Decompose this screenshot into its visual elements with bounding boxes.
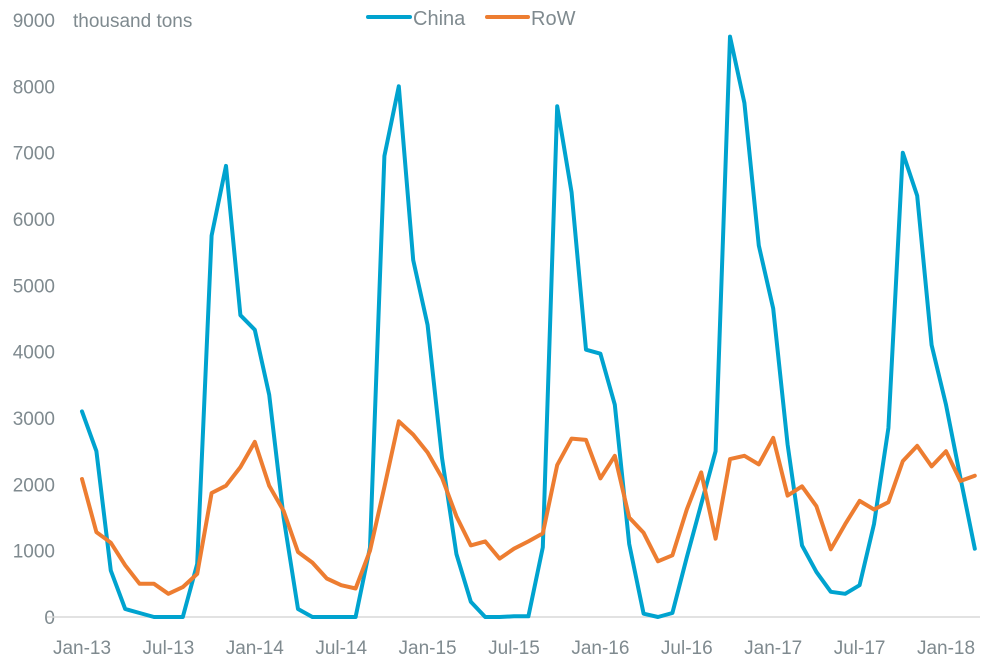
y-tick-label: 9000 [13,11,55,32]
x-tick-label: Jan-15 [399,638,457,659]
x-tick-label: Jan-18 [917,638,975,659]
x-tick-label: Jan-17 [744,638,802,659]
y-tick-label: 2000 [13,475,55,496]
x-tick-label: Jul-15 [488,638,540,659]
y-tick-label: 7000 [13,144,55,165]
y-tick-label: 0 [44,608,55,629]
x-tick-label: Jan-14 [226,638,285,659]
x-tick-label: Jul-17 [834,638,886,659]
x-tick-label: Jan-16 [571,638,629,659]
legend-label-china: China [413,8,466,30]
x-tick-label: Jan-13 [53,638,111,659]
series-lines [80,34,977,619]
y-tick-label: 3000 [13,409,55,430]
y-tick-label: 6000 [13,210,55,231]
legend-label-row: RoW [531,8,576,30]
x-tick-label: Jul-13 [143,638,195,659]
x-axis-ticks: Jan-13 Jul-13 Jan-14 Jul-14 Jan-15 Jul-15 Jan-… [53,638,975,659]
y-tick-label: 5000 [13,276,55,297]
y-axis-unit-label: thousand tons [73,11,192,32]
series-line-row [80,419,977,596]
y-axis-ticks: 0 1000 2000 3000 4000 5000 6000 7000 8000 9000 [13,11,55,629]
y-tick-label: 1000 [13,542,55,563]
legend: China RoW [366,8,576,30]
x-tick-label: Jul-16 [661,638,713,659]
y-tick-label: 4000 [13,343,55,364]
x-tick-label: Jul-14 [315,638,367,659]
y-tick-label: 8000 [13,77,55,98]
